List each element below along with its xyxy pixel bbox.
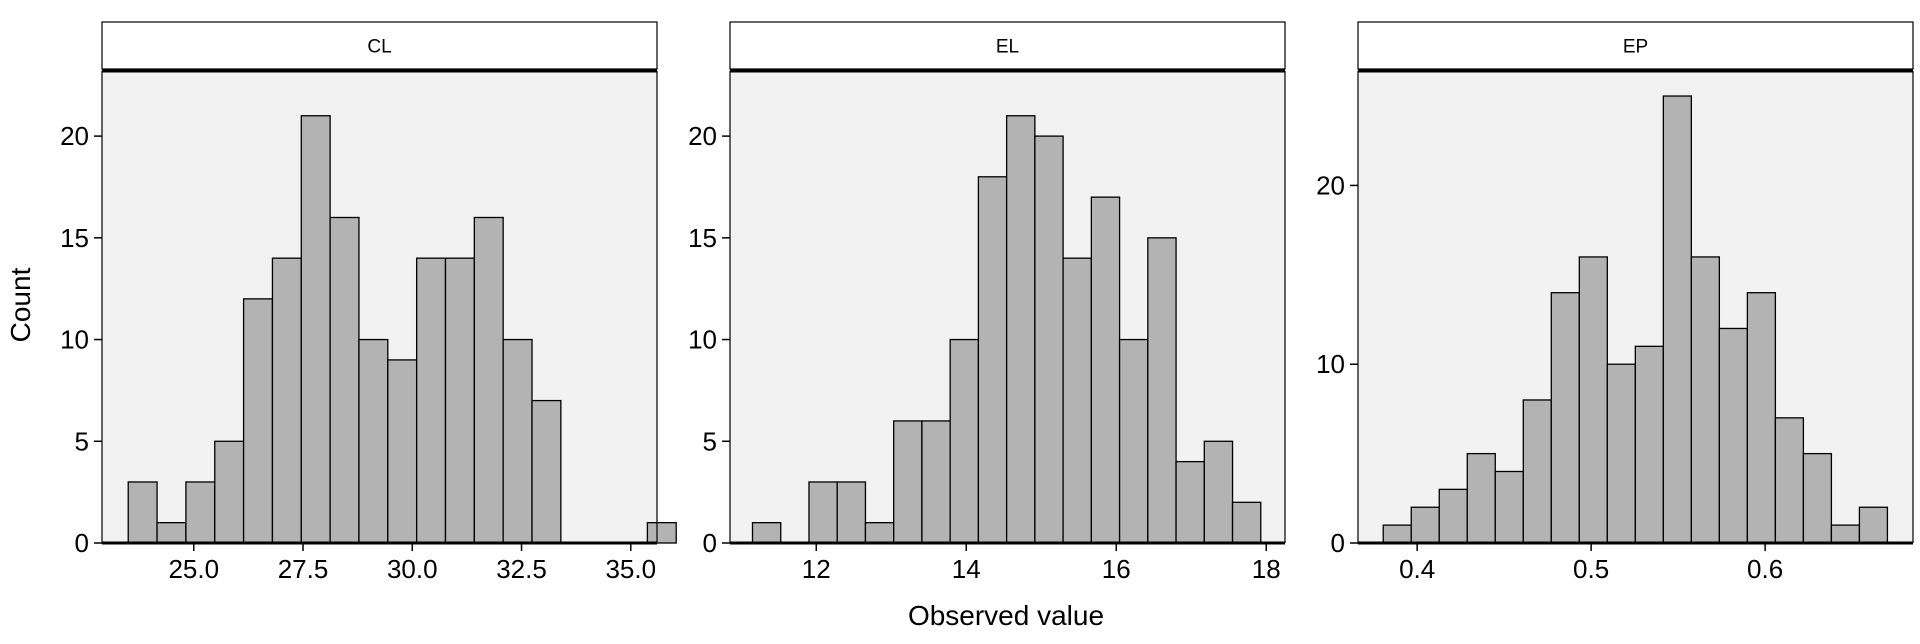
histogram-bar xyxy=(921,420,951,544)
y-tick-label: 20 xyxy=(60,121,89,151)
x-tick-label: 14 xyxy=(952,554,981,584)
histogram-bar xyxy=(1410,506,1440,544)
x-tick-label: 0.4 xyxy=(1399,554,1435,584)
y-tick-label: 20 xyxy=(1316,170,1345,200)
histogram-bar xyxy=(1578,256,1608,544)
y-axis-title: Count xyxy=(5,267,36,342)
histogram-bar xyxy=(271,257,302,544)
x-tick-label: 18 xyxy=(1252,554,1281,584)
histogram-bar xyxy=(1175,460,1205,544)
histogram-bar xyxy=(1690,256,1721,544)
histogram-bar xyxy=(1438,488,1468,544)
histogram-bar xyxy=(1634,345,1664,544)
panel-strip xyxy=(729,21,1286,70)
histogram-bar xyxy=(1062,257,1093,544)
histogram-bar xyxy=(473,216,504,544)
x-tick-label: 0.6 xyxy=(1747,554,1783,584)
y-tick-label: 10 xyxy=(60,325,89,355)
y-tick-label: 5 xyxy=(75,426,89,456)
histogram-bar xyxy=(1034,135,1064,544)
histogram-bar xyxy=(1746,292,1777,544)
histogram-bar xyxy=(156,522,187,544)
histogram-bar xyxy=(300,115,331,544)
histogram-bar xyxy=(1662,95,1692,544)
histogram-bar xyxy=(1118,338,1149,544)
y-tick-label: 5 xyxy=(703,426,717,456)
x-tick-label: 35.0 xyxy=(605,554,656,584)
y-tick-label: 0 xyxy=(1331,528,1345,558)
histogram-bar xyxy=(864,522,895,544)
histogram-bar xyxy=(1147,237,1177,544)
histogram-bar xyxy=(329,216,360,544)
histogram-bar xyxy=(1606,363,1636,544)
histogram-bar xyxy=(1231,501,1262,544)
histogram-bar xyxy=(214,440,245,544)
x-tick-label: 27.5 xyxy=(278,554,329,584)
histogram-bar xyxy=(127,481,158,544)
histogram-bar xyxy=(949,338,980,544)
x-tick-label: 25.0 xyxy=(168,554,219,584)
histogram-bar xyxy=(502,338,533,544)
histogram-bar xyxy=(531,399,562,544)
x-tick-label: 32.5 xyxy=(496,554,547,584)
histogram-bar xyxy=(1382,524,1412,544)
y-tick-label: 10 xyxy=(1316,349,1345,379)
histogram-bar xyxy=(1774,417,1805,544)
histogram-bar xyxy=(1550,292,1580,544)
histogram-bar xyxy=(836,481,867,544)
histogram-bar xyxy=(1802,452,1833,544)
histogram-bar xyxy=(415,257,447,544)
histogram-bar xyxy=(808,481,838,544)
histogram-bar xyxy=(1858,506,1889,544)
histogram-bar xyxy=(358,338,389,544)
panel-cl: CL 25.0 27.5 30.0 32.5 35.0 0 5 10 15 20 xyxy=(60,21,677,584)
histogram-bar xyxy=(1466,452,1496,544)
histogram-bar xyxy=(1005,115,1036,544)
panel-title: EP xyxy=(1623,37,1648,58)
histogram-bar xyxy=(1718,327,1749,544)
y-tick-label: 0 xyxy=(703,528,717,558)
histogram-bar xyxy=(1830,524,1861,544)
panel-strip xyxy=(101,21,658,70)
y-tick-label: 10 xyxy=(688,325,717,355)
histogram-bar xyxy=(893,420,923,544)
x-axis-title: Observed value xyxy=(908,600,1104,631)
histogram-bar xyxy=(387,359,418,544)
x-tick-label: 12 xyxy=(802,554,831,584)
histogram-bar xyxy=(1494,470,1524,544)
panel-el: EL 12 14 16 18 0 5 10 15 20 xyxy=(688,21,1286,584)
panel-title: EL xyxy=(996,37,1019,58)
histogram-bar xyxy=(185,481,216,544)
y-tick-label: 15 xyxy=(688,223,717,253)
histogram-bar xyxy=(1522,399,1552,544)
panel-title: CL xyxy=(367,37,391,58)
histogram-bar xyxy=(977,176,1008,544)
histogram-bar xyxy=(242,298,274,544)
histogram-bar xyxy=(646,522,677,544)
x-tick-label: 30.0 xyxy=(387,554,438,584)
histogram-bar xyxy=(1203,440,1234,544)
histogram-bar xyxy=(444,257,475,544)
histogram-bar xyxy=(1090,196,1121,544)
x-tick-label: 16 xyxy=(1102,554,1131,584)
y-tick-label: 20 xyxy=(688,121,717,151)
panel-ep: EP 0.4 0.5 0.6 0 10 20 xyxy=(1316,21,1914,584)
x-tick-label: 0.5 xyxy=(1573,554,1609,584)
histogram-bar xyxy=(751,522,782,544)
y-tick-label: 15 xyxy=(60,223,89,253)
panel-strip xyxy=(1357,21,1914,70)
y-tick-label: 0 xyxy=(75,528,89,558)
